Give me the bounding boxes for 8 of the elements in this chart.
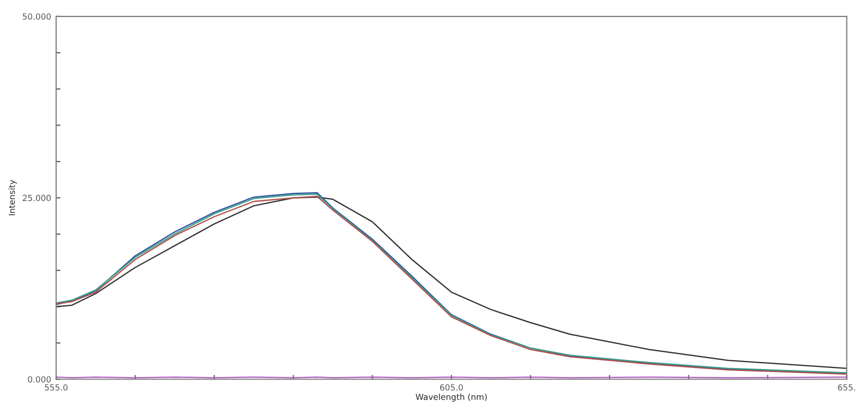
x-tick-label: 605.0 bbox=[440, 384, 463, 391]
y-tick-label: 25.000 bbox=[22, 194, 51, 202]
x-tick-label: 555.0 bbox=[44, 384, 68, 391]
y-tick-label: 0.000 bbox=[28, 376, 51, 383]
y-axis-title: Intensity bbox=[8, 180, 17, 216]
x-tick-label: 655. bbox=[838, 384, 856, 391]
x-axis-title: Wavelength (nm) bbox=[416, 394, 487, 402]
y-tick-label: 50.000 bbox=[22, 13, 51, 20]
